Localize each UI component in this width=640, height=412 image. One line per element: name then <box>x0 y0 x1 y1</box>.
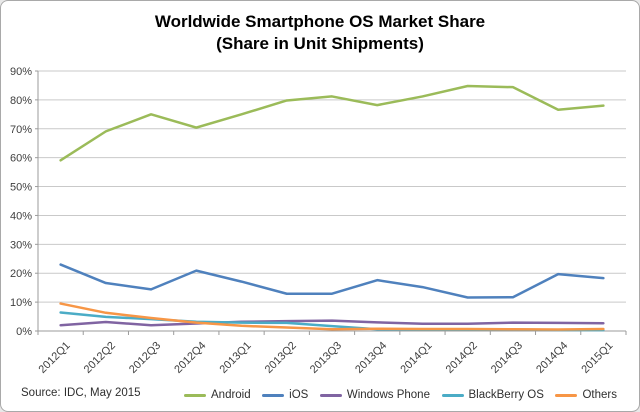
x-tick-label: 2012Q3 <box>127 340 163 376</box>
chart-title-line1: Worldwide Smartphone OS Market Share <box>154 12 486 31</box>
legend-label-blackberry-os: BlackBerry OS <box>468 389 544 401</box>
legend-label-android: Android <box>211 389 251 401</box>
y-tick-label: 90% <box>10 66 32 78</box>
legend-item-android: Android <box>184 389 251 401</box>
x-tick-label: 2014Q1 <box>398 340 434 376</box>
legend-swatch-android <box>184 393 206 397</box>
legend-item-windows-phone: Windows Phone <box>319 389 430 401</box>
series-line-ios <box>59 263 605 299</box>
x-tick-label: 2012Q2 <box>82 340 118 376</box>
legend-item-others: Others <box>555 389 617 401</box>
legend-label-windows-phone: Windows Phone <box>346 389 430 401</box>
series-line-others <box>59 302 605 331</box>
y-tick-label: 70% <box>10 124 32 136</box>
y-tick-label: 20% <box>10 268 32 280</box>
legend-item-ios: iOS <box>262 389 308 401</box>
x-tick-label: 2013Q3 <box>308 340 344 376</box>
legend-swatch-others <box>555 393 578 397</box>
series-line-android <box>59 84 605 162</box>
y-tick-label: 40% <box>10 210 32 222</box>
legend-swatch-ios <box>262 393 285 397</box>
legend: Android iOS Windows Phone BlackBerry OS … <box>184 383 617 407</box>
plot-area: 0%10%20%30%40%50%60%70%80%90%2012Q1 2012Q… <box>10 66 627 376</box>
x-tick-label: 2012Q1 <box>37 340 73 376</box>
series-line-windows-phone <box>59 319 605 327</box>
x-tick-label: 2014Q4 <box>534 340 570 376</box>
x-tick-label: 2013Q4 <box>353 340 389 376</box>
y-tick-label: 80% <box>10 95 32 107</box>
y-tick-label: 10% <box>10 297 32 309</box>
y-tick-label: 60% <box>10 153 32 165</box>
x-tick-label: 2013Q1 <box>217 340 253 376</box>
y-tick-label: 0% <box>16 326 32 338</box>
source-note: Source: IDC, May 2015 <box>21 387 141 399</box>
legend-label-others: Others <box>582 389 617 401</box>
x-tick-label: 2014Q3 <box>489 340 525 376</box>
chart-title-line2: (Share in Unit Shipments) <box>216 34 424 53</box>
legend-label-ios: iOS <box>289 389 309 401</box>
legend-swatch-blackberry-os <box>441 393 464 397</box>
footer-row: Source: IDC, May 2015 Android iOS Window… <box>1 383 639 407</box>
chart-title: Worldwide Smartphone OS Market Share (Sh… <box>1 11 639 55</box>
y-tick-label: 50% <box>10 182 32 194</box>
y-tick-label: 30% <box>10 239 32 251</box>
x-tick-label: 2014Q2 <box>444 340 480 376</box>
x-tick-label: 2015Q1 <box>579 340 615 376</box>
legend-item-blackberry-os: BlackBerry OS <box>441 389 544 401</box>
legend-swatch-windows-phone <box>319 393 342 397</box>
x-tick-label: 2012Q4 <box>172 340 208 376</box>
x-tick-label: 2013Q2 <box>263 340 299 376</box>
